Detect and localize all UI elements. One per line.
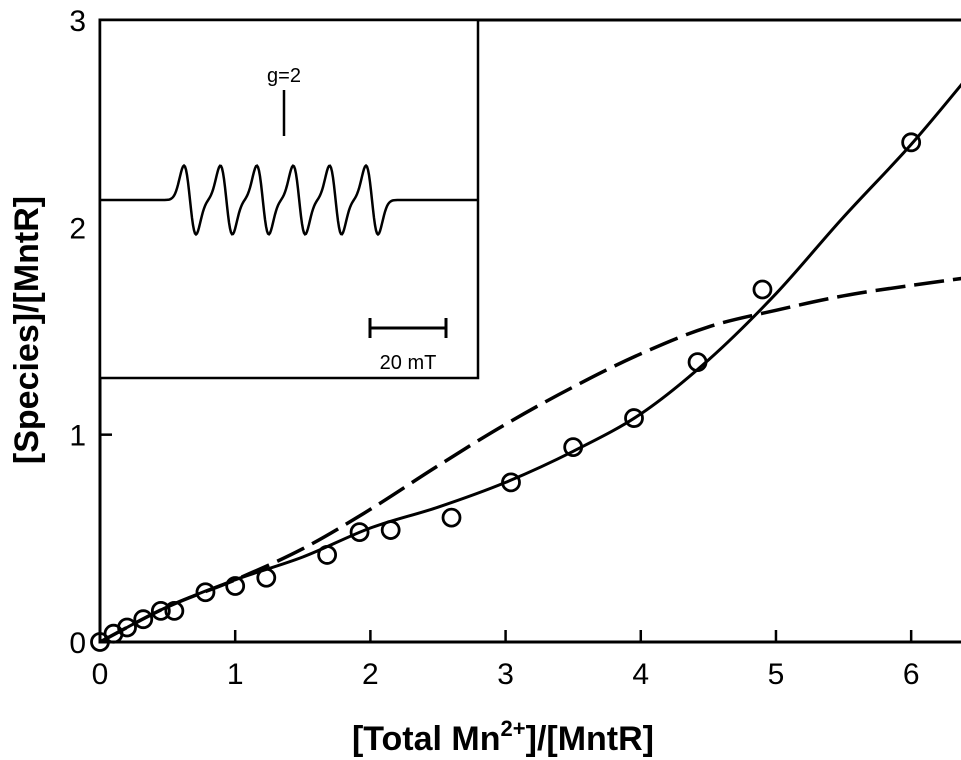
data-point	[195, 582, 216, 603]
data-point	[256, 567, 277, 588]
x-tick-label: 3	[497, 658, 514, 691]
data-point	[117, 617, 137, 638]
y-tick-label: 0	[69, 627, 86, 660]
x-axis-title-pre: [Total Mn	[352, 720, 501, 758]
x-tick-label: 0	[92, 658, 109, 691]
x-tick-label: 4	[632, 658, 649, 691]
inset-epr-spectrum: g=2 20 mT	[98, 18, 480, 380]
y-axis-title: [Species]/[MntR]	[8, 196, 46, 464]
data-point	[349, 522, 370, 543]
x-axis-title-sup: 2+	[501, 716, 526, 741]
dashed-fit-curve	[99, 276, 961, 644]
y-tick-label: 1	[69, 420, 86, 453]
data-point	[441, 507, 462, 528]
epr-spectrum-trace	[101, 163, 478, 237]
data-point	[150, 601, 171, 621]
x-tick-label: 5	[768, 658, 785, 691]
data-point	[501, 472, 521, 493]
ticks-layer: 0 1 2 3 4 5 6 0 1 2 3	[69, 5, 919, 691]
data-point	[317, 545, 338, 565]
data-point	[380, 520, 401, 540]
data-point	[563, 437, 584, 458]
g2-label: g=2	[267, 65, 301, 87]
data-point	[901, 132, 922, 153]
x-axis-title: [Total Mn2+]/[MntR]	[352, 716, 654, 758]
data-point	[687, 352, 708, 373]
x-tick-label: 1	[227, 658, 244, 691]
scale-bar-label: 20 mT	[380, 352, 437, 374]
x-axis-title-post: ]/[MntR]	[526, 720, 654, 758]
data-point	[164, 601, 185, 621]
data-point	[225, 576, 246, 596]
scale-bar	[368, 318, 448, 338]
solid-fit-curve	[99, 82, 961, 644]
y-tick-label: 3	[69, 5, 86, 38]
data-point	[752, 279, 773, 300]
x-tick-label: 2	[362, 658, 379, 691]
data-point	[624, 408, 644, 428]
data-point	[133, 609, 154, 630]
markers-layer	[90, 132, 922, 652]
x-tick-label: 6	[903, 658, 920, 691]
plot-area: 0 1 2 3 4 5 6 0 1 2 3	[69, 5, 961, 691]
curves-layer	[99, 82, 961, 644]
y-tick-label: 2	[69, 212, 86, 245]
